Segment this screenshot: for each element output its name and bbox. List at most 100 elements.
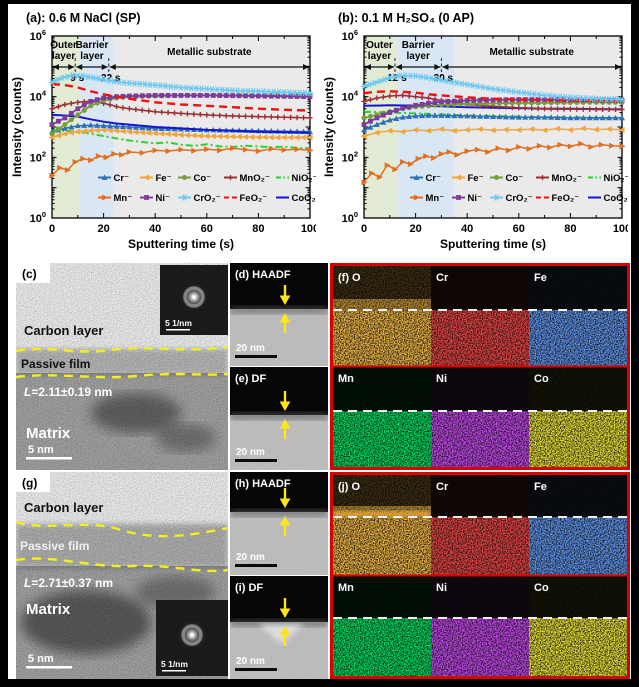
panel-i-svg: (i) DF 20 nm xyxy=(230,576,328,679)
up-arrowhead-icon xyxy=(279,625,291,636)
down-arrowhead-icon xyxy=(279,295,291,306)
x-tick-label: 40 xyxy=(461,223,473,235)
legend-label: Cr⁻ xyxy=(114,173,130,184)
legend-label: Ni⁻ xyxy=(468,193,483,204)
panel-label: (h) HAADF xyxy=(235,478,291,490)
legend-label: CrO₂⁻ xyxy=(194,193,221,204)
legend-label: FeO₂⁻ xyxy=(240,193,268,204)
y-axis-label: Intensity (counts) xyxy=(10,77,24,177)
fft-center-spot xyxy=(192,295,196,299)
eds-map-Co: Co xyxy=(529,576,627,676)
eds-map-Ni: Ni xyxy=(431,576,529,676)
hrtem-panel-c: 5 1/nm (c) Carbon layer Passive film L=2.11±… xyxy=(15,263,229,470)
x-tick-label: 20 xyxy=(409,223,421,235)
region-label: Barrier xyxy=(402,40,435,51)
arrowhead-right-icon xyxy=(615,64,621,70)
scale-bar xyxy=(26,457,72,460)
depth-profile-chart-b: (b): 0.1 M H₂SO₄ (0 AP) 0 20 40 60 80 100 100 10… xyxy=(322,6,633,262)
scale-bar-label: 5 nm xyxy=(28,444,54,456)
eds-signal-O xyxy=(333,517,431,575)
legend-label: CoO₂⁻ xyxy=(604,193,629,204)
panel-label: (d) HAADF xyxy=(235,269,291,281)
x-tick-label: 80 xyxy=(252,223,264,235)
region-label: layer xyxy=(80,51,103,62)
x-tick-label: 100 xyxy=(301,223,316,235)
x-tick-label: 0 xyxy=(49,223,55,235)
legend-label: Fe⁻ xyxy=(156,173,172,184)
eds-element-label-O: (j) O xyxy=(338,481,360,493)
df-panel-e: (e) DF 20 nm xyxy=(230,367,328,470)
x-tick-label: 20 xyxy=(97,223,109,235)
film-interface xyxy=(230,306,328,314)
down-arrowhead-icon xyxy=(279,608,291,619)
legend-item-Co⁻: Co⁻ xyxy=(178,173,211,184)
y-tick-label: 104 xyxy=(30,89,47,104)
x-axis-label: Sputtering time (s) xyxy=(440,237,546,251)
region-label: Metallic substrate xyxy=(489,47,574,58)
legend-item-FeO₂⁻: FeO₂⁻ xyxy=(224,193,267,204)
y-tick-label: 106 xyxy=(30,28,46,43)
interface-arrows xyxy=(279,285,291,333)
arrowhead-right-icon xyxy=(387,64,394,70)
legend-label: CrO₂⁻ xyxy=(506,193,533,204)
scale-bar xyxy=(26,666,72,669)
chart-b-svg: (b): 0.1 M H₂SO₄ (0 AP) 0 20 40 60 80 100 100 10… xyxy=(322,11,633,251)
eds-signal-Fe xyxy=(529,310,627,366)
series-Fe⁻ xyxy=(48,126,313,141)
panel-e-svg: (e) DF 20 nm xyxy=(230,367,328,470)
film-interface xyxy=(230,412,328,420)
x-tick-label: 80 xyxy=(564,223,576,235)
y-tick-label: 100 xyxy=(30,210,46,225)
eds-row-divider xyxy=(333,574,627,577)
eds-element-label-Cr: Cr xyxy=(436,481,449,493)
eds-map-Cr: Cr xyxy=(431,475,529,575)
eds-map-O: (j) O xyxy=(333,475,431,575)
legend-item-Mn⁻: Mn⁻ xyxy=(410,193,444,204)
legend-item-Fe⁻: Fe⁻ xyxy=(452,173,484,184)
film-interface xyxy=(230,509,328,517)
y-tick-label: 104 xyxy=(342,89,359,104)
y-tick-label: 106 xyxy=(342,28,358,43)
series-Mn⁻ xyxy=(361,140,626,186)
scale-bar-label: 20 nm xyxy=(236,447,265,458)
depth-profile-chart-a: (a): 0.6 M NaCl (SP) 0 20 40 60 80 100 100 102 10… xyxy=(10,6,321,262)
passive-film-band xyxy=(16,349,228,375)
eds-map-panel-f: (f) O Cr Fe Mn Ni Co xyxy=(330,263,630,470)
panel-label: (g) xyxy=(22,476,37,490)
fft-scale-bar xyxy=(166,329,190,331)
interface-arrows xyxy=(279,598,291,646)
x-tick-label: 60 xyxy=(513,223,525,235)
arrowhead-right-icon xyxy=(101,64,108,70)
scale-bar-label: 20 nm xyxy=(236,552,265,563)
arrowhead-left-icon xyxy=(442,64,449,70)
time-label: 22 s xyxy=(101,73,121,84)
passive-film-label: Passive film xyxy=(21,357,90,371)
scale-bar xyxy=(235,668,277,671)
eds-element-label-O: (f) O xyxy=(338,272,361,284)
region-label: Barrier xyxy=(76,40,109,51)
legend: Cr⁻ Fe⁻ Co⁻ MnO₂⁻ NiO₂⁻ Mn⁻ Ni⁻ CrO₂⁻ FeO₂⁻ CoO₂⁻ xyxy=(98,173,321,204)
eds-element-label-Cr: Cr xyxy=(436,272,449,284)
panel-label-box xyxy=(16,263,50,283)
panel-label-box xyxy=(16,472,50,492)
chart-a-svg: (a): 0.6 M NaCl (SP) 0 20 40 60 80 100 100 102 10… xyxy=(10,11,321,251)
eds-signal-O xyxy=(333,310,431,366)
eds-element-label-Co: Co xyxy=(534,373,549,385)
series-CrO₂⁻ xyxy=(360,72,626,103)
chart-b-title: (b): 0.1 M H₂SO₄ (0 AP) xyxy=(338,11,474,25)
legend-label: MnO₂⁻ xyxy=(240,173,270,184)
scale-bar xyxy=(235,459,277,462)
legend-label: Co⁻ xyxy=(194,173,212,184)
legend-item-CrO₂⁻: CrO₂⁻ xyxy=(178,193,221,204)
eds-map-panel-j: (j) O Cr Fe Mn Ni Co xyxy=(330,472,630,679)
arrowhead-left-icon xyxy=(53,64,59,70)
arrowhead-left-icon xyxy=(109,64,116,70)
fft-scale-label: 5 1/nm xyxy=(165,318,192,328)
panel-c-svg: 5 1/nm (c) Carbon layer Passive film L=2.11±… xyxy=(15,263,229,470)
panel-j-svg: (j) O Cr Fe Mn Ni Co xyxy=(333,475,627,676)
legend-label: Cr⁻ xyxy=(426,173,442,184)
passive-film-band xyxy=(16,524,228,568)
legend-label: NiO₂⁻ xyxy=(604,173,629,184)
